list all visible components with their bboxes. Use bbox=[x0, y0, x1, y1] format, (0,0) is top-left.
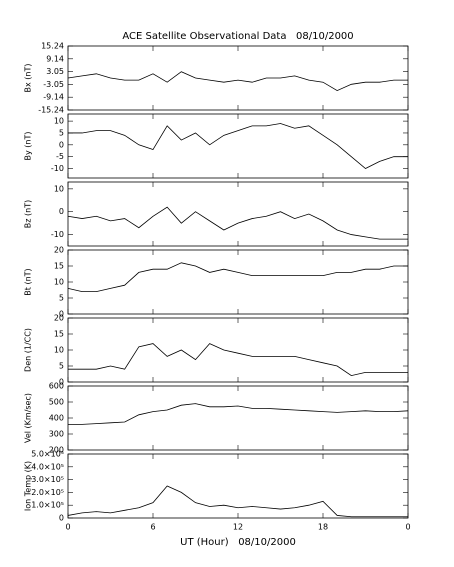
data-line bbox=[67, 262, 408, 292]
y-tick-label: 0 bbox=[59, 514, 64, 523]
y-tick-label: 3.05 bbox=[46, 67, 64, 76]
y-tick-label: 5 bbox=[59, 362, 64, 371]
y-tick-label: 10 bbox=[54, 346, 64, 355]
y-tick-label: 0 bbox=[59, 378, 64, 387]
y-tick-label: -10 bbox=[51, 164, 64, 173]
y-tick-label: 10 bbox=[54, 117, 64, 126]
y-tick-label: -5 bbox=[56, 152, 64, 161]
y-tick-label: 5 bbox=[59, 128, 64, 137]
y-tick-label: 400 bbox=[49, 414, 64, 423]
y-axis-title: By (nT) bbox=[24, 132, 33, 161]
y-tick-label: 20 bbox=[54, 246, 64, 255]
data-line bbox=[67, 71, 408, 92]
y-tick-label: 5.0×10⁵ bbox=[31, 450, 64, 459]
y-tick-label: -3.05 bbox=[43, 80, 64, 89]
data-line bbox=[67, 206, 408, 240]
y-tick-label: 15.24 bbox=[41, 42, 64, 51]
x-tick-label: 0 bbox=[405, 523, 410, 532]
y-tick-label: 3.0×10⁵ bbox=[31, 475, 64, 484]
y-tick-label: 500 bbox=[49, 398, 64, 407]
data-line bbox=[67, 485, 408, 518]
y-tick-label: 200 bbox=[49, 446, 64, 455]
data-line bbox=[68, 403, 409, 425]
y-tick-label: 9.14 bbox=[46, 54, 64, 63]
y-tick-label: 10 bbox=[54, 184, 64, 193]
y-tick-label: 0 bbox=[59, 140, 64, 149]
y-tick-label: 15 bbox=[54, 330, 64, 339]
y-tick-label: 1.0×10⁵ bbox=[31, 501, 64, 510]
x-tick-label: 18 bbox=[318, 523, 328, 532]
x-tick-label: 12 bbox=[233, 523, 243, 532]
y-tick-label: 0 bbox=[59, 207, 64, 216]
y-axis-title: Bx (nT) bbox=[24, 64, 33, 93]
x-tick-label: 6 bbox=[150, 523, 155, 532]
y-tick-label: 4.0×10⁵ bbox=[31, 462, 64, 471]
y-tick-label: -9.14 bbox=[43, 93, 64, 102]
y-tick-label: -15.24 bbox=[38, 106, 64, 115]
y-axis-title: Bt (nT) bbox=[24, 268, 33, 295]
y-tick-label: 20 bbox=[54, 314, 64, 323]
data-line bbox=[68, 123, 408, 169]
y-tick-label: 300 bbox=[49, 430, 64, 439]
data-line bbox=[68, 343, 408, 377]
x-tick-label: 0 bbox=[65, 523, 70, 532]
y-axis-title: Ion Temp (K) bbox=[24, 461, 33, 511]
y-axis-title: Vel (Km/sec) bbox=[24, 393, 33, 443]
y-tick-label: 0 bbox=[59, 310, 64, 319]
y-tick-label: 5 bbox=[59, 294, 64, 303]
y-tick-label: 2.0×10⁵ bbox=[31, 488, 64, 497]
x-axis-title: UT (Hour) 08/10/2000 bbox=[180, 537, 296, 548]
y-tick-label: -10 bbox=[51, 230, 64, 239]
y-tick-label: 15 bbox=[54, 262, 64, 271]
y-axis-title: Den (1/CC) bbox=[24, 328, 33, 372]
y-axis-title: Bz (nT) bbox=[24, 200, 33, 228]
y-tick-label: 600 bbox=[49, 382, 64, 391]
chart-title: ACE Satellite Observational Data 08/10/2… bbox=[122, 31, 353, 42]
y-tick-label: 10 bbox=[54, 278, 64, 287]
